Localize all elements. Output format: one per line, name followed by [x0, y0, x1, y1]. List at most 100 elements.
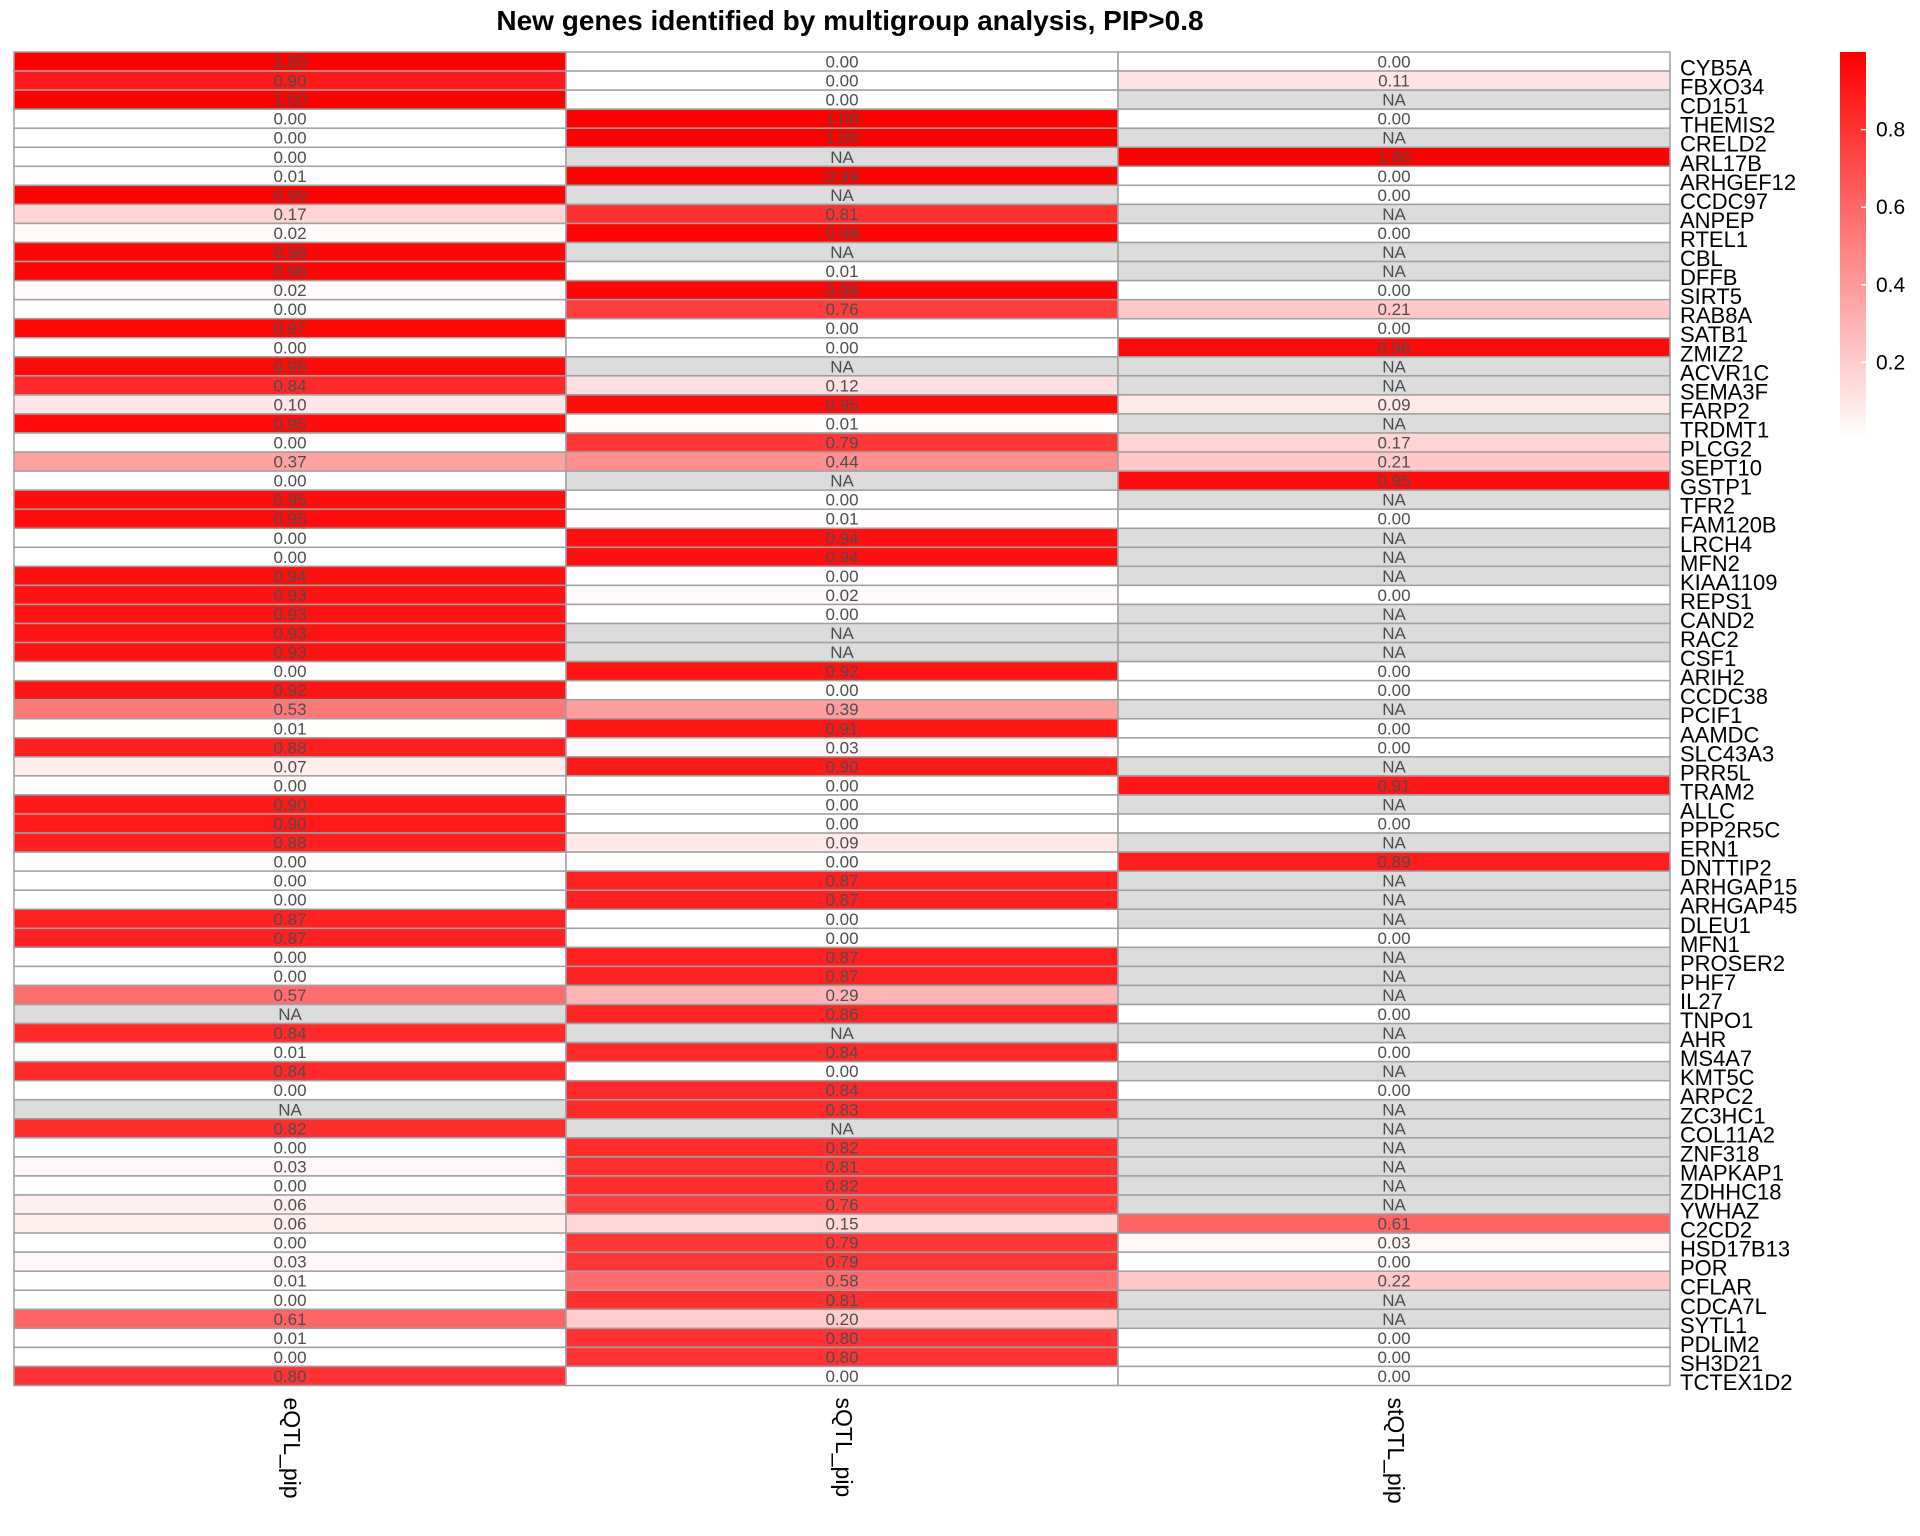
row-label: CAND2 — [1680, 608, 1755, 633]
cell-value-label: NA — [1382, 891, 1406, 910]
cell-value-label: 0.79 — [825, 1253, 858, 1272]
cell-value-label: 0.00 — [825, 929, 858, 948]
cell-value-label: NA — [1382, 1062, 1406, 1081]
cell-value-label: 0.98 — [273, 243, 306, 262]
row-label: DLEU1 — [1680, 913, 1751, 938]
cell-value-label: NA — [1382, 1119, 1406, 1138]
cell-value-label: 0.00 — [1377, 815, 1410, 834]
cell-value-label: 0.03 — [273, 1253, 306, 1272]
row-label: PPP2R5C — [1680, 818, 1780, 843]
row-label: LRCH4 — [1680, 532, 1752, 557]
cell-value-label: 0.99 — [825, 167, 858, 186]
cell-value-label: 0.17 — [273, 205, 306, 224]
cell-value-label: 1.00 — [1377, 148, 1410, 167]
cell-value-label: NA — [1382, 357, 1406, 376]
cell-value-label: 0.00 — [273, 129, 306, 148]
cell-value-label: 0.96 — [1377, 338, 1410, 357]
cell-value-label: NA — [1382, 1024, 1406, 1043]
cell-value-label: NA — [1382, 1157, 1406, 1176]
cell-value-label: NA — [830, 243, 854, 262]
row-label: SIRT5 — [1680, 284, 1742, 309]
heatmap-cells: 1.00 0.00 0.000.90 0.00 0.111.00 0.00 NA0.00 1.… — [13, 51, 1671, 1387]
row-label: ZMIZ2 — [1680, 341, 1744, 366]
cell-value-label: 1.00 — [825, 129, 858, 148]
cell-value-label: 0.00 — [825, 776, 858, 795]
cell-value-label: 0.00 — [1377, 929, 1410, 948]
cell-value-label: 0.83 — [825, 1100, 858, 1119]
row-label: MS4A7 — [1680, 1046, 1752, 1071]
row-label: SLC43A3 — [1680, 741, 1774, 766]
cell-value-label: 0.00 — [273, 529, 306, 548]
row-label: MAPKAP1 — [1680, 1160, 1784, 1185]
cell-value-label: NA — [1382, 1100, 1406, 1119]
cell-value-label: 0.95 — [825, 395, 858, 414]
cell-value-label: 0.81 — [825, 1291, 858, 1310]
cell-value-label: 0.00 — [273, 1081, 306, 1100]
cell-value-label: 0.00 — [1377, 510, 1410, 529]
cell-value-label: 0.00 — [825, 605, 858, 624]
cell-value-label: 0.80 — [825, 1329, 858, 1348]
cell-value-label: NA — [1382, 1196, 1406, 1215]
cell-value-label: 0.79 — [825, 1234, 858, 1253]
cell-value-label: 0.84 — [273, 1062, 306, 1081]
cell-value-label: 0.87 — [825, 891, 858, 910]
cell-value-label: 0.95 — [273, 414, 306, 433]
cell-value-label: NA — [830, 1119, 854, 1138]
row-label: ARIH2 — [1680, 665, 1745, 690]
cell-value-label: NA — [1382, 757, 1406, 776]
cell-value-label: 0.03 — [1377, 1234, 1410, 1253]
row-label: CD151 — [1680, 94, 1748, 119]
cell-value-label: 0.00 — [825, 567, 858, 586]
row-label: ACVR1C — [1680, 360, 1769, 385]
row-label: ANPEP — [1680, 208, 1755, 233]
legend-tick-label: 0.4 — [1876, 274, 1906, 297]
row-label: FARP2 — [1680, 398, 1750, 423]
row-label: ERN1 — [1680, 837, 1739, 862]
cell-value-label: 0.00 — [273, 1176, 306, 1195]
cell-value-label: NA — [1382, 1291, 1406, 1310]
cell-value-label: 0.00 — [273, 148, 306, 167]
cell-value-label: NA — [1382, 205, 1406, 224]
cell-value-label: 0.00 — [273, 300, 306, 319]
cell-value-label: NA — [1382, 986, 1406, 1005]
cell-value-label: 0.82 — [825, 1176, 858, 1195]
cell-value-label: 0.93 — [273, 624, 306, 643]
cell-value-label: 0.01 — [825, 414, 858, 433]
row-label: AHR — [1680, 1027, 1726, 1052]
cell-value-label: 0.80 — [273, 1367, 306, 1386]
column-label: sQTL_pip — [831, 1398, 857, 1498]
cell-value-label: NA — [1382, 605, 1406, 624]
row-label: CSF1 — [1680, 646, 1736, 671]
cell-value-label: 0.09 — [1377, 395, 1410, 414]
cell-value-label: 0.00 — [1377, 662, 1410, 681]
cell-value-label: 0.00 — [273, 434, 306, 453]
cell-value-label: NA — [1382, 262, 1406, 281]
cell-value-label: 0.57 — [273, 986, 306, 1005]
cell-value-label: 0.00 — [825, 681, 858, 700]
row-label: C2CD2 — [1680, 1218, 1752, 1243]
cell-value-label: NA — [1382, 643, 1406, 662]
cell-value-label: NA — [830, 624, 854, 643]
cell-value-label: 0.00 — [825, 319, 858, 338]
cell-value-label: 0.29 — [825, 986, 858, 1005]
cell-value-label: 0.00 — [825, 1367, 858, 1386]
cell-value-label: 0.00 — [1377, 1081, 1410, 1100]
cell-value-label: NA — [830, 1024, 854, 1043]
cell-value-label: 0.02 — [273, 224, 306, 243]
cell-value-label: 0.06 — [273, 1215, 306, 1234]
cell-value-label: 0.94 — [825, 529, 858, 548]
cell-value-label: 0.94 — [825, 548, 858, 567]
row-label: ARL17B — [1680, 151, 1762, 176]
cell-value-label: 0.01 — [273, 719, 306, 738]
row-label: SYTL1 — [1680, 1313, 1747, 1338]
cell-value-label: 0.82 — [825, 1138, 858, 1157]
cell-value-label: 0.79 — [825, 434, 858, 453]
cell-value-label: 0.37 — [273, 453, 306, 472]
row-label: PRR5L — [1680, 760, 1751, 785]
row-label: ARHGAP15 — [1680, 875, 1797, 900]
row-label: RAB8A — [1680, 303, 1752, 328]
row-label: DFFB — [1680, 265, 1737, 290]
row-label: CRELD2 — [1680, 132, 1767, 157]
column-labels: eQTL_pip sQTL_pip stQTL_pip — [279, 1398, 1409, 1504]
cell-value-label: 0.97 — [273, 319, 306, 338]
